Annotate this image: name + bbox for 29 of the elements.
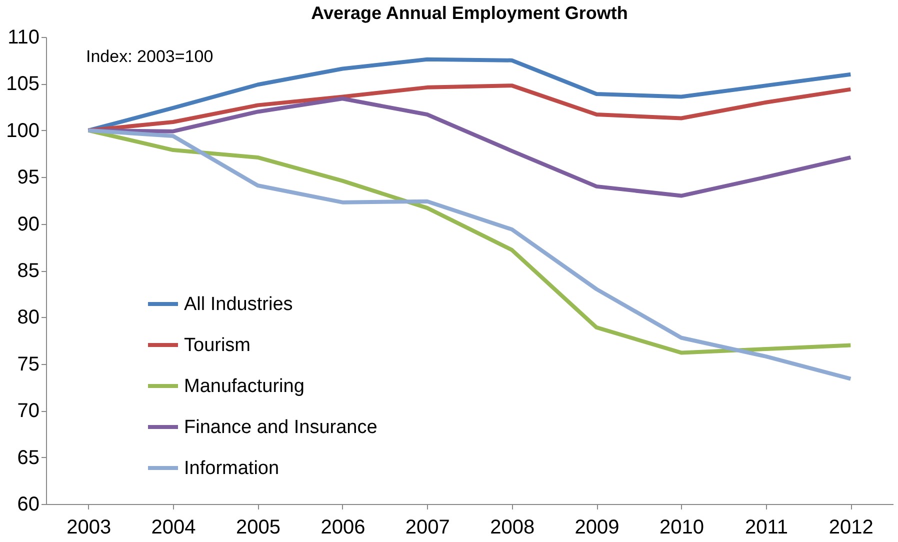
y-tick-label: 100 [6,120,40,142]
legend-label: All Industries [184,294,293,315]
y-tick-label: 90 [17,213,40,236]
y-tick-label: 65 [17,446,40,469]
line-series [86,84,853,132]
x-tick-label: 2006 [320,516,366,538]
x-tick-label: 2004 [151,516,196,538]
x-tick-label: 2007 [405,516,450,538]
y-tick-label: 95 [17,166,40,189]
legend-label: Manufacturing [184,376,304,397]
x-tick-label: 2011 [744,516,788,538]
y-tick-label: 110 [8,26,40,48]
legend-label: Tourism [184,335,251,356]
chart-title: Average Annual Employment Growth [311,3,628,23]
y-tick-label: 60 [17,494,40,516]
legend-label: Finance and Insurance [184,417,378,438]
x-tick-label: 2012 [828,516,874,538]
x-tick-label: 2008 [490,516,535,538]
x-tick-label: 2003 [66,516,112,538]
y-tick-label: 80 [17,306,40,329]
x-tick-label: 2005 [236,516,280,538]
x-tick-label: 2010 [660,516,704,538]
y-tick-label: 105 [6,73,40,96]
y-tick-label: 85 [17,260,40,282]
annotation: Index: 2003=100 [86,47,214,66]
y-tick-label: 70 [17,400,40,422]
y-tick-label: 75 [17,353,40,376]
legend-label: Information [184,458,280,479]
x-tick-label: 2009 [574,516,620,538]
